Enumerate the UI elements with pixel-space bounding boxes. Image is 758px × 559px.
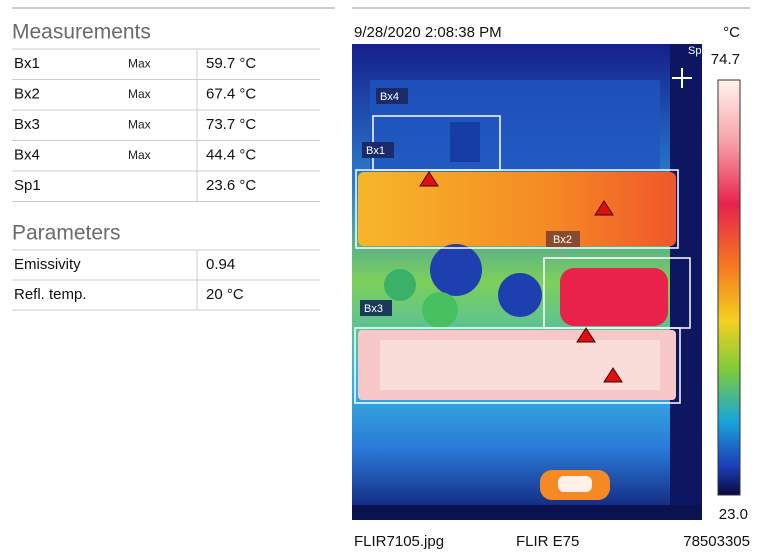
color-scale [718, 80, 740, 495]
row-value: 23.6 °C [206, 177, 256, 194]
row-name: Bx4 [14, 147, 40, 164]
box-label: Bx2 [553, 234, 572, 246]
row-type: Max [128, 87, 151, 101]
row-name: Refl. temp. [14, 286, 87, 303]
row-type: Max [128, 117, 151, 131]
row-name: Bx3 [14, 116, 40, 133]
row-value: 44.4 °C [206, 147, 256, 164]
row-name: Sp1 [14, 177, 41, 194]
filename: FLIR7105.jpg [354, 533, 444, 550]
row-type: Max [128, 56, 151, 70]
box-label: Bx3 [364, 303, 383, 315]
row-name: Bx1 [14, 55, 40, 72]
scale-min: 23.0 [719, 506, 748, 523]
row-value: 59.7 °C [206, 55, 256, 72]
row-name: Emissivity [14, 256, 81, 273]
box-label: Bx4 [380, 91, 399, 103]
row-value: 20 °C [206, 286, 244, 303]
unit: °C [723, 24, 740, 41]
row-value: 73.7 °C [206, 116, 256, 133]
serial: 78503305 [683, 533, 750, 550]
timestamp: 9/28/2020 2:08:38 PM [354, 24, 502, 41]
row-value: 0.94 [206, 256, 235, 273]
spot-label: Sp [688, 45, 701, 57]
scale-max: 74.7 [711, 51, 740, 68]
row-type: Max [128, 148, 151, 162]
camera: FLIR E75 [516, 533, 579, 550]
page: Measurements Bx1 Max 59.7 °C Bx2 Max 67.4 °C B… [0, 0, 758, 554]
row-value: 67.4 °C [206, 86, 256, 103]
section-title: Parameters [12, 222, 121, 245]
row-name: Bx2 [14, 86, 40, 103]
thermal-image [352, 44, 702, 520]
section-title: Measurements [12, 21, 151, 44]
box-label: Bx1 [366, 145, 385, 157]
